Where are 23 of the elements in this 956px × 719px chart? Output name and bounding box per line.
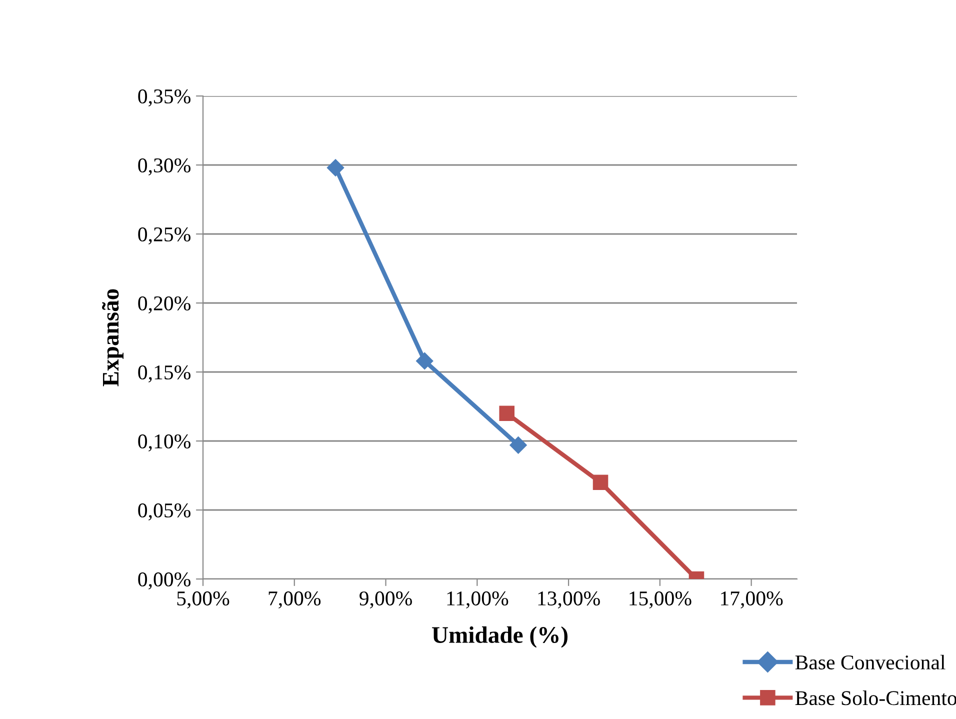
legend-label: Base Convecional — [795, 654, 946, 670]
y-tick-label: 0,15% — [138, 365, 190, 382]
x-tick-label: 15,00% — [630, 591, 692, 608]
x-tick-label: 5,00% — [177, 591, 230, 608]
x-tick-label: 17,00% — [721, 591, 783, 608]
y-axis-title: Expansão — [102, 289, 124, 386]
y-tick-label: 0,35% — [138, 89, 190, 106]
y-tick-label: 0,30% — [138, 158, 190, 176]
point — [592, 474, 608, 490]
point — [416, 352, 434, 370]
y-tick-label: 0,05% — [138, 503, 190, 520]
y-tick-label: 0,10% — [138, 434, 190, 452]
point — [499, 406, 514, 422]
y-tick-label: 0,20% — [138, 296, 190, 314]
x-tick-label: 7,00% — [268, 591, 321, 608]
point — [326, 159, 344, 176]
x-tick-label: 13,00% — [538, 591, 600, 608]
y-tick-label: 0,25% — [138, 227, 190, 244]
x-tick-label: 11,00% — [447, 591, 508, 608]
point — [510, 436, 527, 454]
x-tick-label: 9,00% — [360, 591, 412, 608]
y-tick-label: 0,00% — [138, 572, 190, 590]
x-axis-title: Umidade (%) — [432, 626, 568, 648]
